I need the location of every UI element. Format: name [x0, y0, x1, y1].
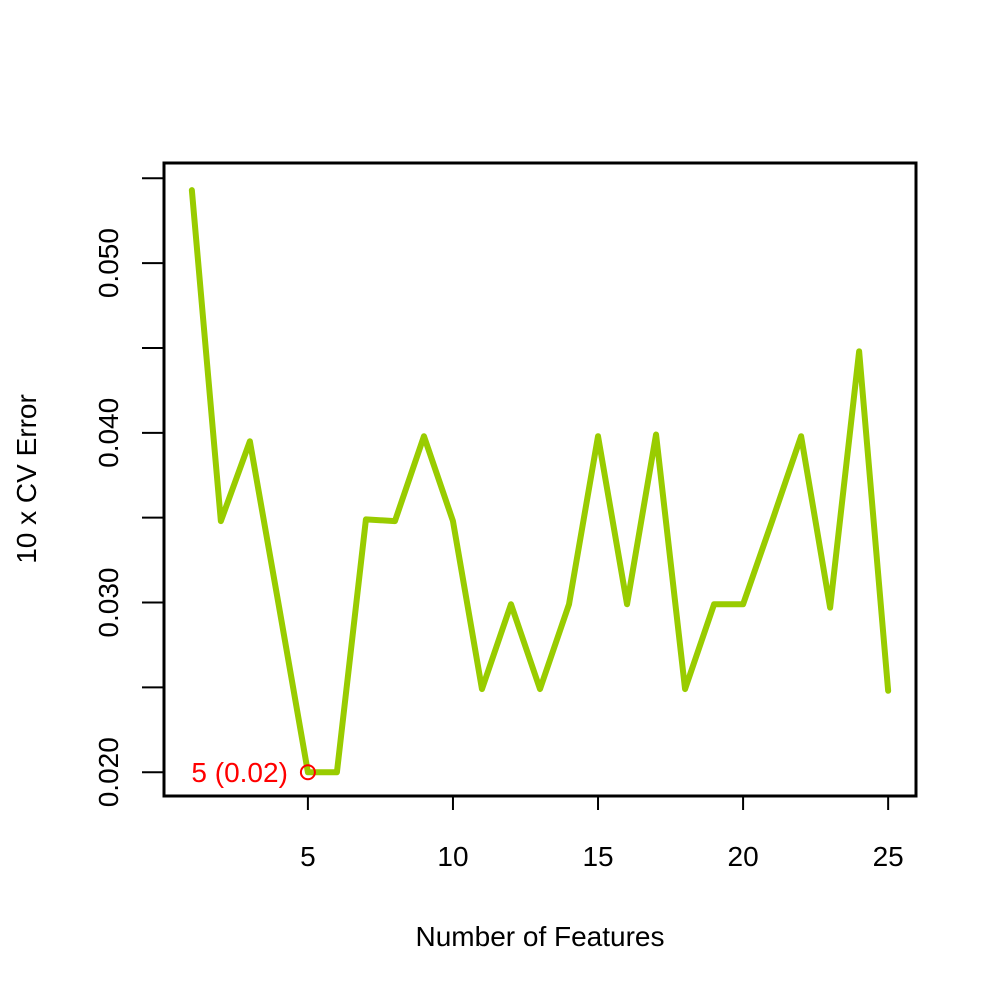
y-axis-label: 10 x CV Error: [11, 394, 42, 564]
x-tick-label: 10: [437, 841, 468, 872]
x-axis-label: Number of Features: [416, 921, 665, 952]
y-tick-label: 0.040: [93, 398, 124, 468]
y-tick-label: 0.030: [93, 567, 124, 637]
y-tick-label: 0.050: [93, 228, 124, 298]
annotation-label: 5 (0.02): [191, 757, 288, 788]
x-tick-label: 25: [873, 841, 904, 872]
plot-frame: [162, 161, 918, 798]
x-tick-label: 20: [728, 841, 759, 872]
annotation-point: [299, 764, 316, 781]
x-tick-label: 15: [582, 841, 613, 872]
y-tick-label: 0.020: [93, 737, 124, 807]
data-line: [188, 187, 892, 776]
x-tick-label: 5: [300, 841, 316, 872]
